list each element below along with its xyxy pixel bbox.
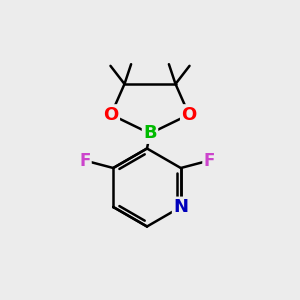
Text: O: O: [182, 106, 196, 124]
Text: F: F: [204, 152, 215, 169]
Text: N: N: [173, 198, 188, 216]
Text: O: O: [103, 106, 118, 124]
Text: B: B: [143, 124, 157, 142]
Text: F: F: [79, 152, 90, 169]
